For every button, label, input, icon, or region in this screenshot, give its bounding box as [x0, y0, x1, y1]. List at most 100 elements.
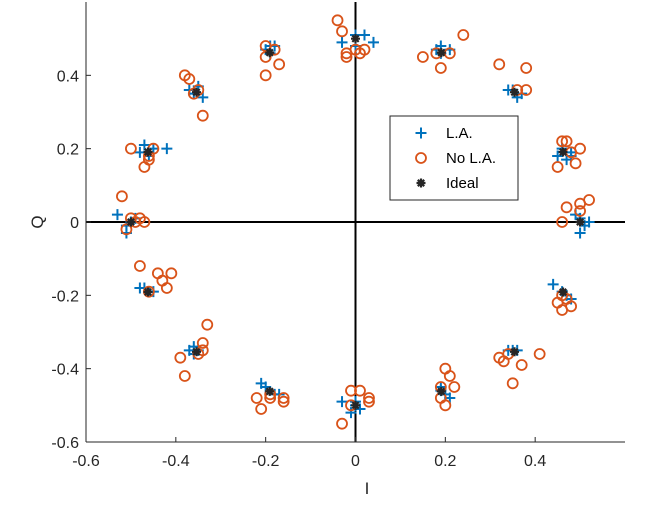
x-tick-label: -0.4 [162, 453, 190, 470]
no-l-a-point [358, 43, 371, 56]
no-l-a-point [277, 392, 290, 404]
l-a-point [255, 377, 267, 389]
no-l-a-point [569, 157, 582, 170]
y-tick-label: 0.4 [57, 68, 79, 85]
l-a-point [547, 278, 559, 290]
no-l-a-point [138, 161, 151, 173]
no-l-a-point [120, 223, 133, 236]
no-l-a-point [551, 161, 564, 173]
no-l-a-point [556, 216, 569, 228]
l-a-point [138, 139, 150, 151]
no-l-a-point [416, 51, 429, 63]
legend: L.A. No L.A. Ideal [389, 115, 519, 201]
no-l-a-point [533, 348, 546, 360]
no-l-a-point [556, 135, 569, 148]
no-l-a-point [273, 58, 286, 71]
no-l-a-point [439, 362, 452, 375]
no-l-a-point [336, 417, 348, 430]
no-l-a-point [336, 25, 348, 38]
ideal-point [558, 147, 568, 157]
no-l-a-point [138, 216, 151, 228]
l-a-point [111, 209, 123, 221]
x-axis-title: I [365, 479, 370, 498]
ideal-point [510, 347, 520, 357]
legend-box [389, 115, 519, 201]
no-l-a-point [448, 381, 461, 393]
l-a-point [574, 227, 586, 239]
x-tick-label: 0.4 [524, 453, 546, 470]
no-l-a-point [133, 260, 146, 272]
y-tick-label: 0 [70, 215, 79, 232]
no-l-a-point [259, 69, 272, 82]
ideal-point [351, 400, 360, 410]
no-l-a-point [178, 370, 191, 382]
no-l-a-point [354, 384, 366, 397]
no-l-a-point [250, 392, 263, 404]
no-l-a-point [520, 84, 533, 96]
l-a-point [552, 150, 564, 162]
legend-marker-ideal [416, 178, 426, 188]
legend-label: Ideal [446, 175, 479, 192]
y-tick-label: -0.6 [51, 435, 79, 452]
no-l-a-point [340, 51, 353, 63]
l-a-point [345, 407, 357, 419]
no-l-a-point [434, 62, 447, 74]
ideal-point [191, 347, 201, 357]
no-l-a-point [560, 135, 573, 148]
no-l-a-point [183, 73, 196, 85]
l-a-point [336, 396, 348, 408]
no-l-a-point [160, 282, 173, 294]
ideal-point [510, 87, 520, 97]
ideal-point [265, 48, 275, 58]
zero-lines [86, 2, 625, 442]
no-l-a-point [201, 318, 214, 331]
ideal-point [436, 48, 446, 58]
ticks: -0.6 -0.4 -0.2 0 0.2 0.4 -0.6 -0.4 -0.2 0 0.2 0.4 [51, 68, 546, 470]
legend-label: No L.A. [446, 150, 496, 167]
ideal-point [126, 217, 136, 227]
no-l-a-point [457, 29, 470, 41]
legend-marker-no-l-a [415, 152, 427, 164]
series-ideal [126, 34, 585, 410]
ideal-point [191, 87, 201, 97]
ideal-point [351, 34, 360, 44]
no-l-a-point [277, 395, 290, 408]
no-l-a-point [165, 267, 178, 280]
no-l-a-point [551, 296, 564, 309]
x-tick-label: -0.6 [72, 453, 100, 470]
y-tick-label: -0.2 [51, 288, 79, 305]
x-tick-label: 0.2 [434, 453, 456, 470]
no-l-a-point [340, 47, 353, 60]
ideal-point [436, 386, 446, 396]
l-a-point [358, 29, 370, 41]
y-tick-label: -0.4 [51, 362, 79, 379]
no-l-a-point [255, 403, 268, 415]
no-l-a-point [151, 267, 164, 280]
legend-entry-no-l-a: No L.A. [415, 150, 496, 167]
y-axis-title: Q [28, 215, 47, 228]
no-l-a-point [520, 62, 533, 74]
data-points [111, 14, 595, 430]
no-l-a-point [345, 384, 357, 397]
legend-marker-l-a [415, 127, 427, 139]
l-a-point [336, 36, 348, 48]
no-l-a-point [116, 190, 128, 203]
ideal-point [575, 217, 585, 227]
ideal-point [558, 287, 568, 297]
no-l-a-point [439, 399, 452, 412]
y-tick-label: 0.2 [57, 142, 79, 159]
no-l-a-point [506, 377, 519, 390]
l-a-point [134, 282, 146, 294]
no-l-a-point [363, 395, 375, 408]
x-tick-label: -0.2 [252, 453, 280, 470]
no-l-a-point [493, 58, 506, 71]
no-l-a-point [196, 337, 209, 349]
ideal-point [143, 287, 153, 297]
no-l-a-point [574, 205, 586, 217]
no-l-a-point [174, 351, 187, 364]
l-a-point [161, 143, 173, 155]
no-l-a-point [125, 142, 137, 155]
no-l-a-point [515, 359, 528, 371]
